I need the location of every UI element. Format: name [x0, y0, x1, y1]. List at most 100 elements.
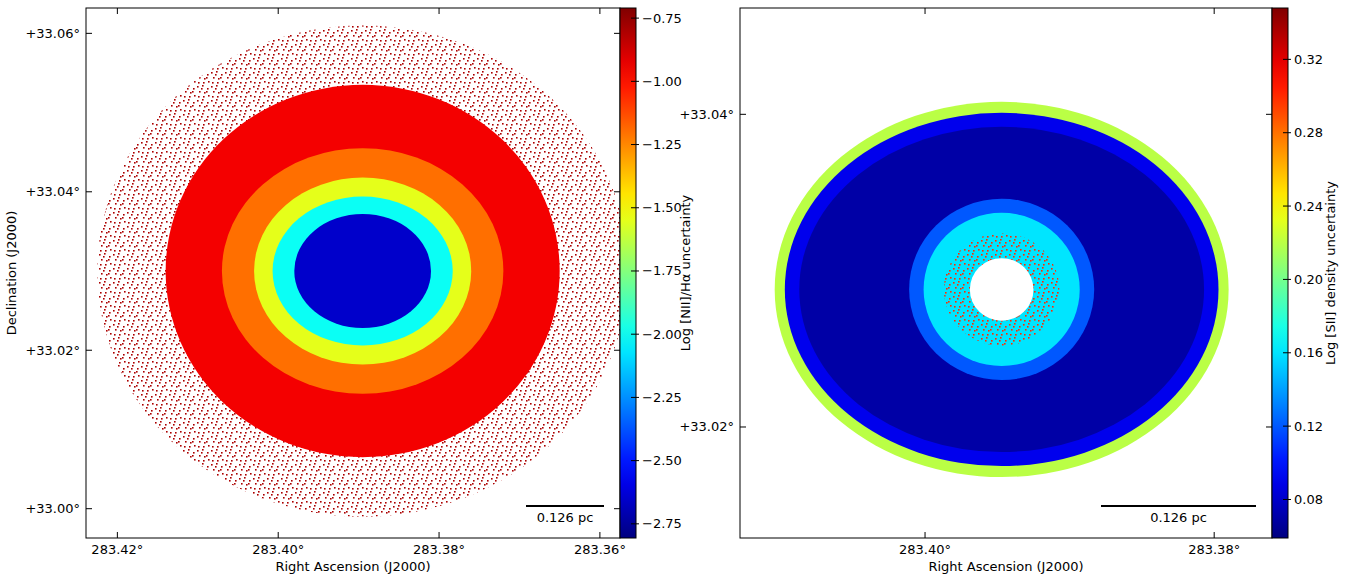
colorbar-label: Log [SII] density uncertainty: [1323, 181, 1338, 365]
colorbar-tick: [631, 18, 639, 19]
y-tick-label: +33.06°: [25, 26, 80, 41]
colorbar-tick-label: 0.12: [1294, 419, 1323, 434]
colorbar-tick-label: 0.16: [1294, 345, 1323, 360]
x-axis-title: Right Ascension (J2000): [928, 559, 1083, 574]
colorbar-tick: [1283, 499, 1291, 500]
x-tick-label: 283.40°: [252, 542, 304, 557]
colorbar-label: Log [NII]/Hα uncertainty: [678, 194, 693, 351]
y-tick-label: +33.00°: [25, 501, 80, 516]
colorbar-tick-label: 0.20: [1294, 272, 1323, 287]
colorbar-tick-label: 0.28: [1294, 125, 1323, 140]
map-region: [799, 127, 1204, 452]
y-tick: [86, 350, 92, 351]
frame: [740, 8, 1272, 538]
panel: 283.42° 283.40° 283.38° 283.36° +33.00° +33.0…: [4, 8, 693, 574]
map-region: [273, 197, 453, 346]
map: [775, 102, 1229, 477]
colorbar-tick: [631, 460, 639, 461]
colorbar-tick-label: −1.50: [642, 200, 682, 215]
colorbar-tick-label: 0.08: [1294, 492, 1323, 507]
map-region: [909, 199, 1094, 380]
map-region: [166, 85, 560, 457]
x-tick: [599, 8, 600, 14]
scale-bar: [526, 505, 604, 507]
scale-bar-label-ground: [531, 509, 599, 525]
map: [97, 25, 620, 516]
colorbar: 0.08 0.12 0.16 0.20 0.24 0.28 0.32 Log [SII] de…: [1272, 8, 1338, 538]
colorbar-tick-label: −2.00: [642, 327, 682, 342]
y-tick: [1266, 426, 1272, 427]
x-tick: [599, 532, 600, 538]
x-tick: [925, 532, 926, 538]
figure: 283.42° 283.40° 283.38° 283.36° +33.00° +33.0…: [0, 0, 1360, 583]
colorbar-tick: [631, 523, 639, 524]
map-region: [294, 214, 431, 328]
colorbar-tick: [631, 144, 639, 145]
y-axis-title: Declination (J2000): [4, 211, 19, 336]
colorbar-scale: [620, 8, 636, 538]
x-tick-label: 283.36°: [574, 542, 626, 557]
y-tick: [614, 508, 620, 509]
colorbar-tick: [1283, 132, 1291, 133]
x-tick: [278, 532, 279, 538]
x-tick: [439, 8, 440, 14]
colorbar-tick-label: −1.75: [642, 263, 682, 278]
x-tick: [117, 532, 118, 538]
scale-bar-label-ground: [1145, 509, 1213, 525]
colorbar-tick-label: 0.32: [1294, 52, 1323, 67]
map-region: [944, 233, 1060, 346]
x-tick: [1214, 8, 1215, 14]
x-tick: [1214, 532, 1215, 538]
colorbar-tick: [1283, 279, 1291, 280]
x-tick: [439, 532, 440, 538]
colorbar-tick-label: −1.25: [642, 137, 682, 152]
scale-bar-label: 0.126 pc: [537, 510, 594, 525]
scale-bar: [1101, 505, 1256, 507]
map-region: [775, 102, 1229, 477]
y-tick: [614, 33, 620, 34]
colorbar-tick: [1283, 426, 1291, 427]
colorbar-tick-label: −2.50: [642, 453, 682, 468]
y-tick: [740, 426, 746, 427]
x-tick-label: 283.40°: [899, 542, 951, 557]
frame: [86, 8, 620, 538]
y-tick: [614, 191, 620, 192]
scale-bar-label: 0.126 pc: [1150, 510, 1207, 525]
x-axis-title: Right Ascension (J2000): [275, 559, 430, 574]
y-tick: [86, 33, 92, 34]
colorbar-tick-label: 0.24: [1294, 199, 1323, 214]
y-tick: [86, 508, 92, 509]
colorbar-tick: [631, 207, 639, 208]
x-tick: [925, 8, 926, 14]
map-region: [254, 178, 471, 365]
y-tick: [614, 350, 620, 351]
y-tick-label: +33.02°: [679, 419, 734, 434]
y-tick-label: +33.04°: [25, 184, 80, 199]
colorbar-tick-label: −2.75: [642, 516, 682, 531]
x-tick-label: 283.38°: [413, 542, 465, 557]
colorbar-tick-label: −2.25: [642, 390, 682, 405]
x-tick-label: 283.38°: [1188, 542, 1240, 557]
colorbar-scale: [1272, 8, 1288, 538]
y-tick: [1266, 114, 1272, 115]
map-region: [222, 148, 503, 394]
y-tick: [86, 191, 92, 192]
x-tick: [117, 8, 118, 14]
colorbar-tick-label: −0.75: [642, 11, 682, 26]
colorbar-tick-label: −1.00: [642, 74, 682, 89]
colorbar-tick: [1283, 59, 1291, 60]
panel: 283.40° 283.38° +33.02° +33.04° Right Ascens…: [679, 8, 1338, 574]
colorbar-tick: [631, 397, 639, 398]
x-tick: [278, 8, 279, 14]
map-region: [785, 113, 1219, 466]
y-tick: [740, 114, 746, 115]
map-region: [97, 25, 620, 516]
map-region: [970, 258, 1034, 321]
x-tick-label: 283.42°: [91, 542, 143, 557]
colorbar-tick: [1283, 206, 1291, 207]
y-tick-label: +33.04°: [679, 107, 734, 122]
colorbar-tick: [631, 81, 639, 82]
map-region: [924, 213, 1080, 366]
plot-background: [740, 8, 1272, 538]
colorbar-tick: [631, 334, 639, 335]
